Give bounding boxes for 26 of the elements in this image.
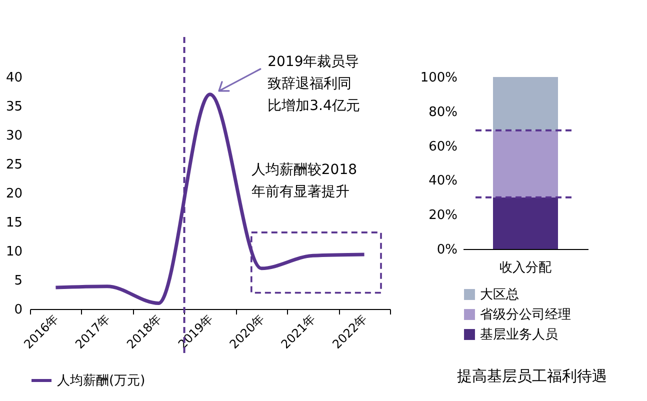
- y-tick-label: 80%: [428, 104, 458, 120]
- y-tick-label: 35: [6, 100, 22, 114]
- y-tick-label: 30: [6, 128, 22, 144]
- bar: [493, 77, 558, 130]
- y-tick-label: 5: [14, 274, 22, 288]
- bar: [493, 197, 558, 249]
- y-tick-label: 15: [6, 216, 22, 230]
- y-tick-label: 20: [6, 186, 22, 202]
- annotation: 2019年裁员导致辞退福利同比增加3.4亿元: [268, 54, 360, 114]
- legend-label: 基层业务人员: [480, 328, 558, 342]
- legend-label: 大区总: [480, 288, 519, 302]
- y-tick-label: 25: [6, 158, 22, 172]
- legend-label: 省级分公司经理: [480, 308, 571, 322]
- y-tick-label: 0: [14, 302, 22, 318]
- y-tick-label: 100%: [420, 70, 458, 86]
- y-tick-label: 40: [6, 70, 22, 86]
- y-tick-label: 60%: [428, 139, 458, 154]
- text: 提高基层员工福利待遇: [456, 367, 607, 385]
- y-tick-label: 40%: [428, 174, 458, 189]
- y-tick-label: 0%: [436, 242, 458, 258]
- bar: [493, 130, 558, 198]
- annotation: 人均薪酬较2018年前有显著提升: [251, 162, 358, 200]
- y-tick-label: 10: [6, 244, 22, 260]
- x-tick-label: 收入分配: [500, 260, 552, 276]
- legend-label: 人均薪酬(万元): [57, 374, 146, 388]
- y-tick-label: 20%: [428, 208, 458, 224]
